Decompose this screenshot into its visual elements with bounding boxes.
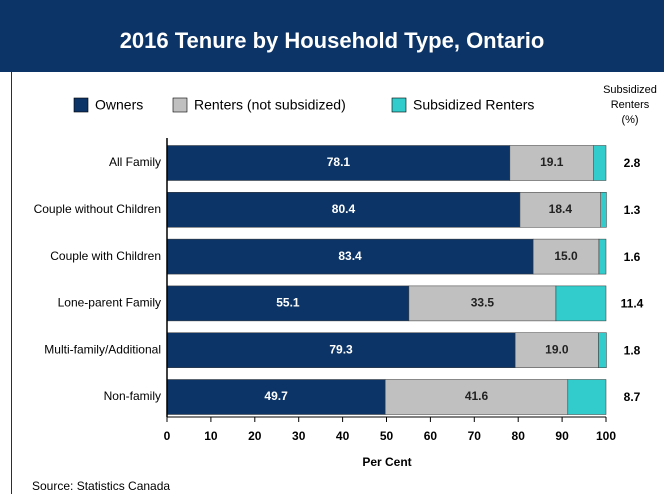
value-label: 49.7 bbox=[264, 389, 288, 403]
category-label: Lone-parent Family bbox=[58, 296, 161, 310]
bar-segment bbox=[166, 285, 410, 322]
x-tick-label: 30 bbox=[292, 429, 306, 443]
legend-label: Renters (not subsidized) bbox=[194, 97, 346, 113]
value-label: 18.4 bbox=[549, 202, 573, 216]
value-label: 78.1 bbox=[327, 155, 351, 169]
x-tick-label: 60 bbox=[424, 429, 438, 443]
value-label: 41.6 bbox=[465, 389, 489, 403]
bar-segment bbox=[567, 379, 607, 415]
value-label: 8.7 bbox=[624, 390, 641, 404]
bar-segment bbox=[598, 332, 607, 368]
bar-segment bbox=[593, 145, 607, 181]
value-label: 83.4 bbox=[338, 249, 362, 263]
value-label: 19.1 bbox=[540, 155, 564, 169]
value-label: 33.5 bbox=[471, 296, 495, 310]
title-banner bbox=[0, 0, 664, 72]
bar-segment bbox=[166, 332, 516, 368]
x-tick-label: 40 bbox=[336, 429, 350, 443]
x-tick-label: 70 bbox=[468, 429, 482, 443]
bar-segment bbox=[519, 192, 601, 228]
value-label: 55.1 bbox=[276, 296, 300, 310]
legend-swatch bbox=[391, 97, 407, 113]
bar-segment bbox=[600, 192, 607, 228]
x-tick-label: 90 bbox=[555, 429, 569, 443]
bar-segment bbox=[598, 238, 607, 275]
value-label: 80.4 bbox=[332, 202, 356, 216]
legend-label: Subsidized Renters bbox=[413, 97, 534, 113]
category-label: Couple without Children bbox=[34, 202, 161, 216]
bar-segment bbox=[384, 379, 569, 415]
legend-label: Owners bbox=[95, 97, 143, 113]
value-label: 2.8 bbox=[624, 156, 641, 170]
value-label: 1.6 bbox=[624, 250, 641, 264]
x-tick-label: 0 bbox=[164, 429, 171, 443]
x-tick-label: 80 bbox=[512, 429, 526, 443]
category-label: Multi-family/Additional bbox=[44, 342, 161, 356]
legend-swatch bbox=[172, 97, 188, 113]
value-label: 11.4 bbox=[621, 297, 644, 311]
category-label: All Family bbox=[109, 155, 161, 169]
value-label: 1.3 bbox=[624, 203, 641, 217]
right-column-title: (%) bbox=[621, 114, 638, 126]
x-tick-label: 20 bbox=[248, 429, 262, 443]
value-label: 19.0 bbox=[545, 342, 569, 356]
right-column-title: Subsidized bbox=[603, 84, 657, 96]
x-tick-label: 10 bbox=[204, 429, 218, 443]
bar-segment bbox=[166, 192, 521, 228]
value-label: 1.8 bbox=[624, 343, 641, 357]
x-axis-label: Per Cent bbox=[362, 455, 411, 469]
source: Source: Statistics Canada bbox=[32, 479, 170, 493]
right-column-title: Renters bbox=[611, 99, 650, 111]
bar-segment bbox=[509, 145, 594, 181]
x-tick-label: 50 bbox=[380, 429, 394, 443]
bar-segment bbox=[514, 332, 599, 368]
bar-segment bbox=[532, 238, 600, 275]
value-label: 79.3 bbox=[329, 342, 353, 356]
category-label: Non-family bbox=[104, 389, 161, 403]
bar-segment bbox=[166, 145, 511, 181]
value-label: 15.0 bbox=[554, 249, 578, 263]
x-tick-label: 100 bbox=[596, 429, 616, 443]
chart-title: 2016 Tenure by Household Type, Ontario bbox=[120, 28, 545, 53]
legend-swatch bbox=[73, 97, 89, 113]
bar-segment bbox=[555, 285, 607, 322]
category-label: Couple with Children bbox=[50, 249, 161, 263]
